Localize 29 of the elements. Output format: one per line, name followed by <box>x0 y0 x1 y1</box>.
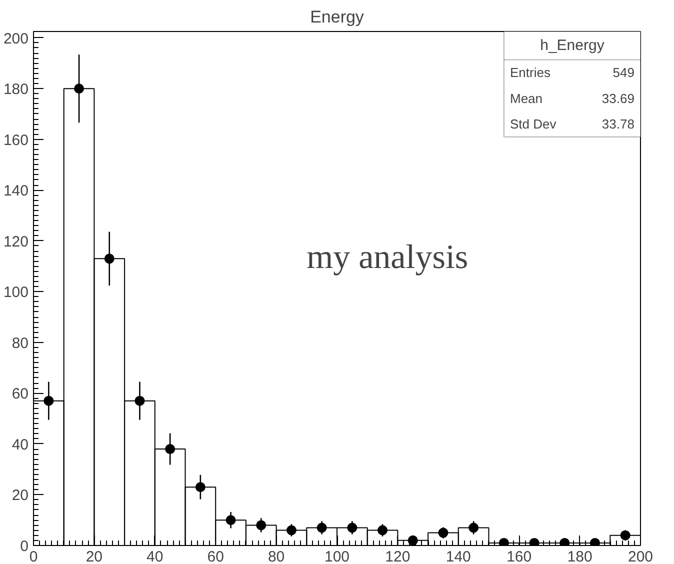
y-tick-label: 40 <box>12 436 29 454</box>
y-tick-label: 140 <box>3 182 29 200</box>
annotation: my analysis <box>306 239 468 276</box>
x-tick-label: 80 <box>268 548 285 564</box>
x-tick-label: 160 <box>506 548 532 564</box>
annotation: Mean <box>510 90 543 106</box>
chart-title: Energy <box>310 8 364 26</box>
y-tick-label: 180 <box>3 81 29 98</box>
y-tick-label: 100 <box>3 284 29 302</box>
y-tick-label: 120 <box>3 233 29 250</box>
annotation: 549 <box>612 65 634 80</box>
annotation: 33.78 <box>602 116 634 132</box>
annotation: 33.69 <box>602 90 634 106</box>
x-tick-label: 200 <box>628 548 654 564</box>
x-tick-label: 100 <box>324 548 350 564</box>
x-tick-label: 40 <box>146 548 164 564</box>
y-tick-label: 60 <box>12 386 29 403</box>
annotation: Entries <box>510 65 551 80</box>
x-tick-label: 180 <box>567 548 592 564</box>
y-tick-label: 80 <box>12 334 29 352</box>
x-tick-label: 60 <box>207 548 224 564</box>
x-tick-label: 140 <box>446 548 471 564</box>
y-tick-label: 200 <box>3 30 29 48</box>
x-tick-label: 20 <box>86 548 103 564</box>
y-tick-label: 160 <box>3 132 29 149</box>
x-tick-label: 120 <box>385 548 410 564</box>
annotation: h_Energy <box>540 37 605 54</box>
y-tick-label: 20 <box>12 487 29 504</box>
annotation: Std Dev <box>510 116 557 132</box>
